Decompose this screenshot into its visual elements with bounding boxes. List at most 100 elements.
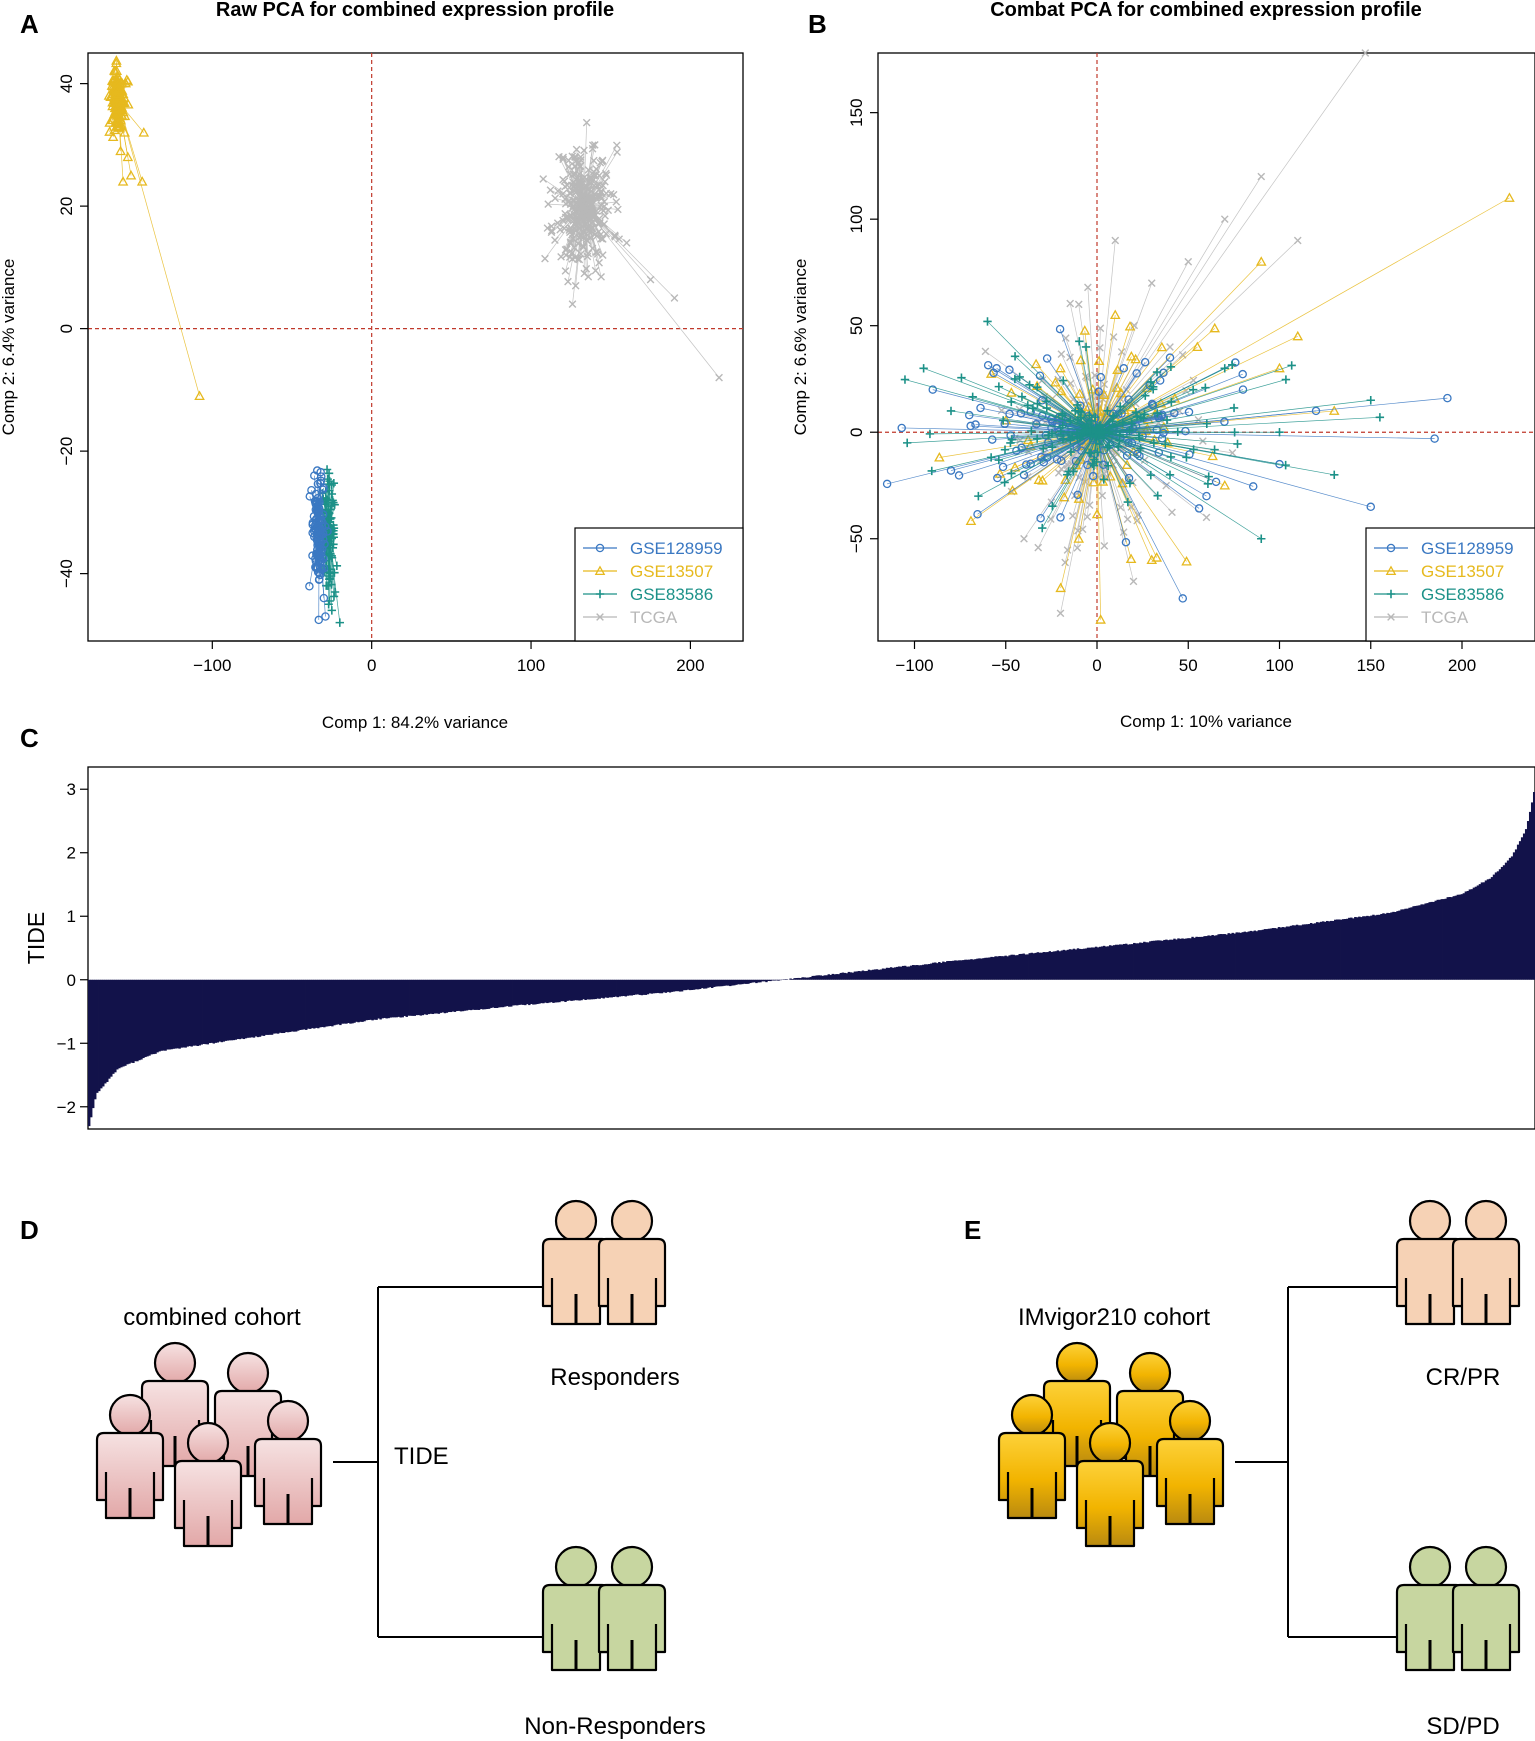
tide-bar <box>1299 925 1303 980</box>
spider-line <box>1073 432 1098 472</box>
tide-bar <box>182 979 185 1048</box>
tide-bar <box>1207 935 1210 980</box>
tide-bar <box>379 979 382 1020</box>
data-point <box>1121 537 1131 547</box>
tide-bar <box>1225 934 1228 980</box>
data-point <box>323 581 333 590</box>
tide-bar <box>1137 943 1140 980</box>
data-point <box>1042 354 1052 363</box>
tide-bar <box>224 979 228 1041</box>
tide-bar <box>1390 912 1393 980</box>
data-point <box>111 57 122 68</box>
data-point <box>568 300 577 308</box>
tide-bar <box>881 968 885 980</box>
data-point <box>1167 397 1176 407</box>
spider-line <box>1096 432 1105 480</box>
tide-bar <box>272 979 276 1034</box>
tide-bar <box>1378 914 1381 980</box>
tide-bar <box>1094 946 1098 980</box>
tide-bar <box>166 979 169 1050</box>
data-point <box>612 197 621 206</box>
data-point <box>1074 300 1083 309</box>
tide-bar <box>371 979 374 1021</box>
tide-bar <box>1332 920 1335 980</box>
tide-bar <box>793 978 796 980</box>
data-point <box>1153 409 1162 418</box>
x-tick-label: 100 <box>517 656 545 675</box>
tide-bar <box>1080 949 1084 980</box>
tide-bar <box>467 979 471 1010</box>
data-point <box>1066 416 1075 425</box>
data-point <box>554 187 562 195</box>
tide-bar <box>698 979 702 990</box>
data-point <box>598 235 607 243</box>
tide-bar <box>1253 930 1257 980</box>
tide-bar <box>839 972 843 980</box>
data-point <box>329 533 338 542</box>
tide-bar <box>745 979 748 984</box>
tide-bar <box>1239 932 1242 980</box>
data-point <box>598 157 606 166</box>
tide-bar <box>1165 939 1168 980</box>
tide-bar <box>1171 939 1174 980</box>
tide-bar <box>1092 947 1096 980</box>
data-point <box>1006 387 1017 397</box>
data-point <box>316 537 325 547</box>
tide-bar <box>1012 954 1015 980</box>
tide-bar <box>401 979 404 1018</box>
spider-line <box>567 206 584 282</box>
data-point <box>1104 441 1114 450</box>
tide-bar <box>1360 917 1363 980</box>
tide-bar <box>1066 949 1070 980</box>
data-point <box>1017 392 1027 401</box>
tide-bar <box>596 979 599 999</box>
person-icon <box>597 1199 667 1326</box>
tide-bar <box>1323 921 1327 980</box>
tide-bar <box>178 979 181 1049</box>
tide-bar <box>928 964 931 980</box>
tide-bar <box>867 969 871 980</box>
tide-bar <box>411 979 414 1016</box>
tide-bar <box>397 979 400 1017</box>
tide-bar <box>1384 913 1387 980</box>
tide-bar <box>347 979 350 1024</box>
data-point <box>965 410 974 420</box>
tide-bar <box>1263 929 1267 980</box>
tide-bar <box>909 965 913 980</box>
data-point <box>1079 325 1091 335</box>
tide-bar <box>1229 933 1232 980</box>
tide-bar <box>1020 953 1023 980</box>
tide-bar <box>1231 932 1234 980</box>
data-point <box>966 421 975 431</box>
data-point <box>1022 434 1034 445</box>
y-tick-label: −50 <box>847 524 866 553</box>
data-point <box>588 141 597 150</box>
tide-bar <box>230 979 234 1041</box>
data-point <box>1007 469 1016 478</box>
tide-bar <box>598 979 601 999</box>
spider-lines <box>904 321 1380 540</box>
tide-bar <box>329 979 332 1026</box>
spider-line <box>1096 431 1371 508</box>
tide-bar <box>530 979 533 1005</box>
cr-pr-group <box>1395 1199 1521 1326</box>
tide-bar <box>1426 903 1429 980</box>
data-point <box>1219 479 1231 490</box>
spider-line <box>1060 432 1098 589</box>
y-tick-label: 20 <box>57 197 76 216</box>
data-point <box>613 148 621 157</box>
data-point <box>1189 445 1198 454</box>
tide-bar <box>1076 948 1080 980</box>
tide-bar <box>1289 925 1293 980</box>
tide-bar <box>674 979 678 992</box>
tide-bar <box>640 979 644 996</box>
legend-marker <box>594 565 606 576</box>
data-point <box>1192 341 1203 352</box>
tide-bar <box>1030 952 1033 980</box>
tide-bar <box>385 979 388 1019</box>
tide-bar <box>704 979 708 989</box>
tide-bar <box>642 979 646 995</box>
data-point <box>1097 476 1109 486</box>
tide-bar <box>421 979 425 1016</box>
tide-bar <box>813 975 816 980</box>
